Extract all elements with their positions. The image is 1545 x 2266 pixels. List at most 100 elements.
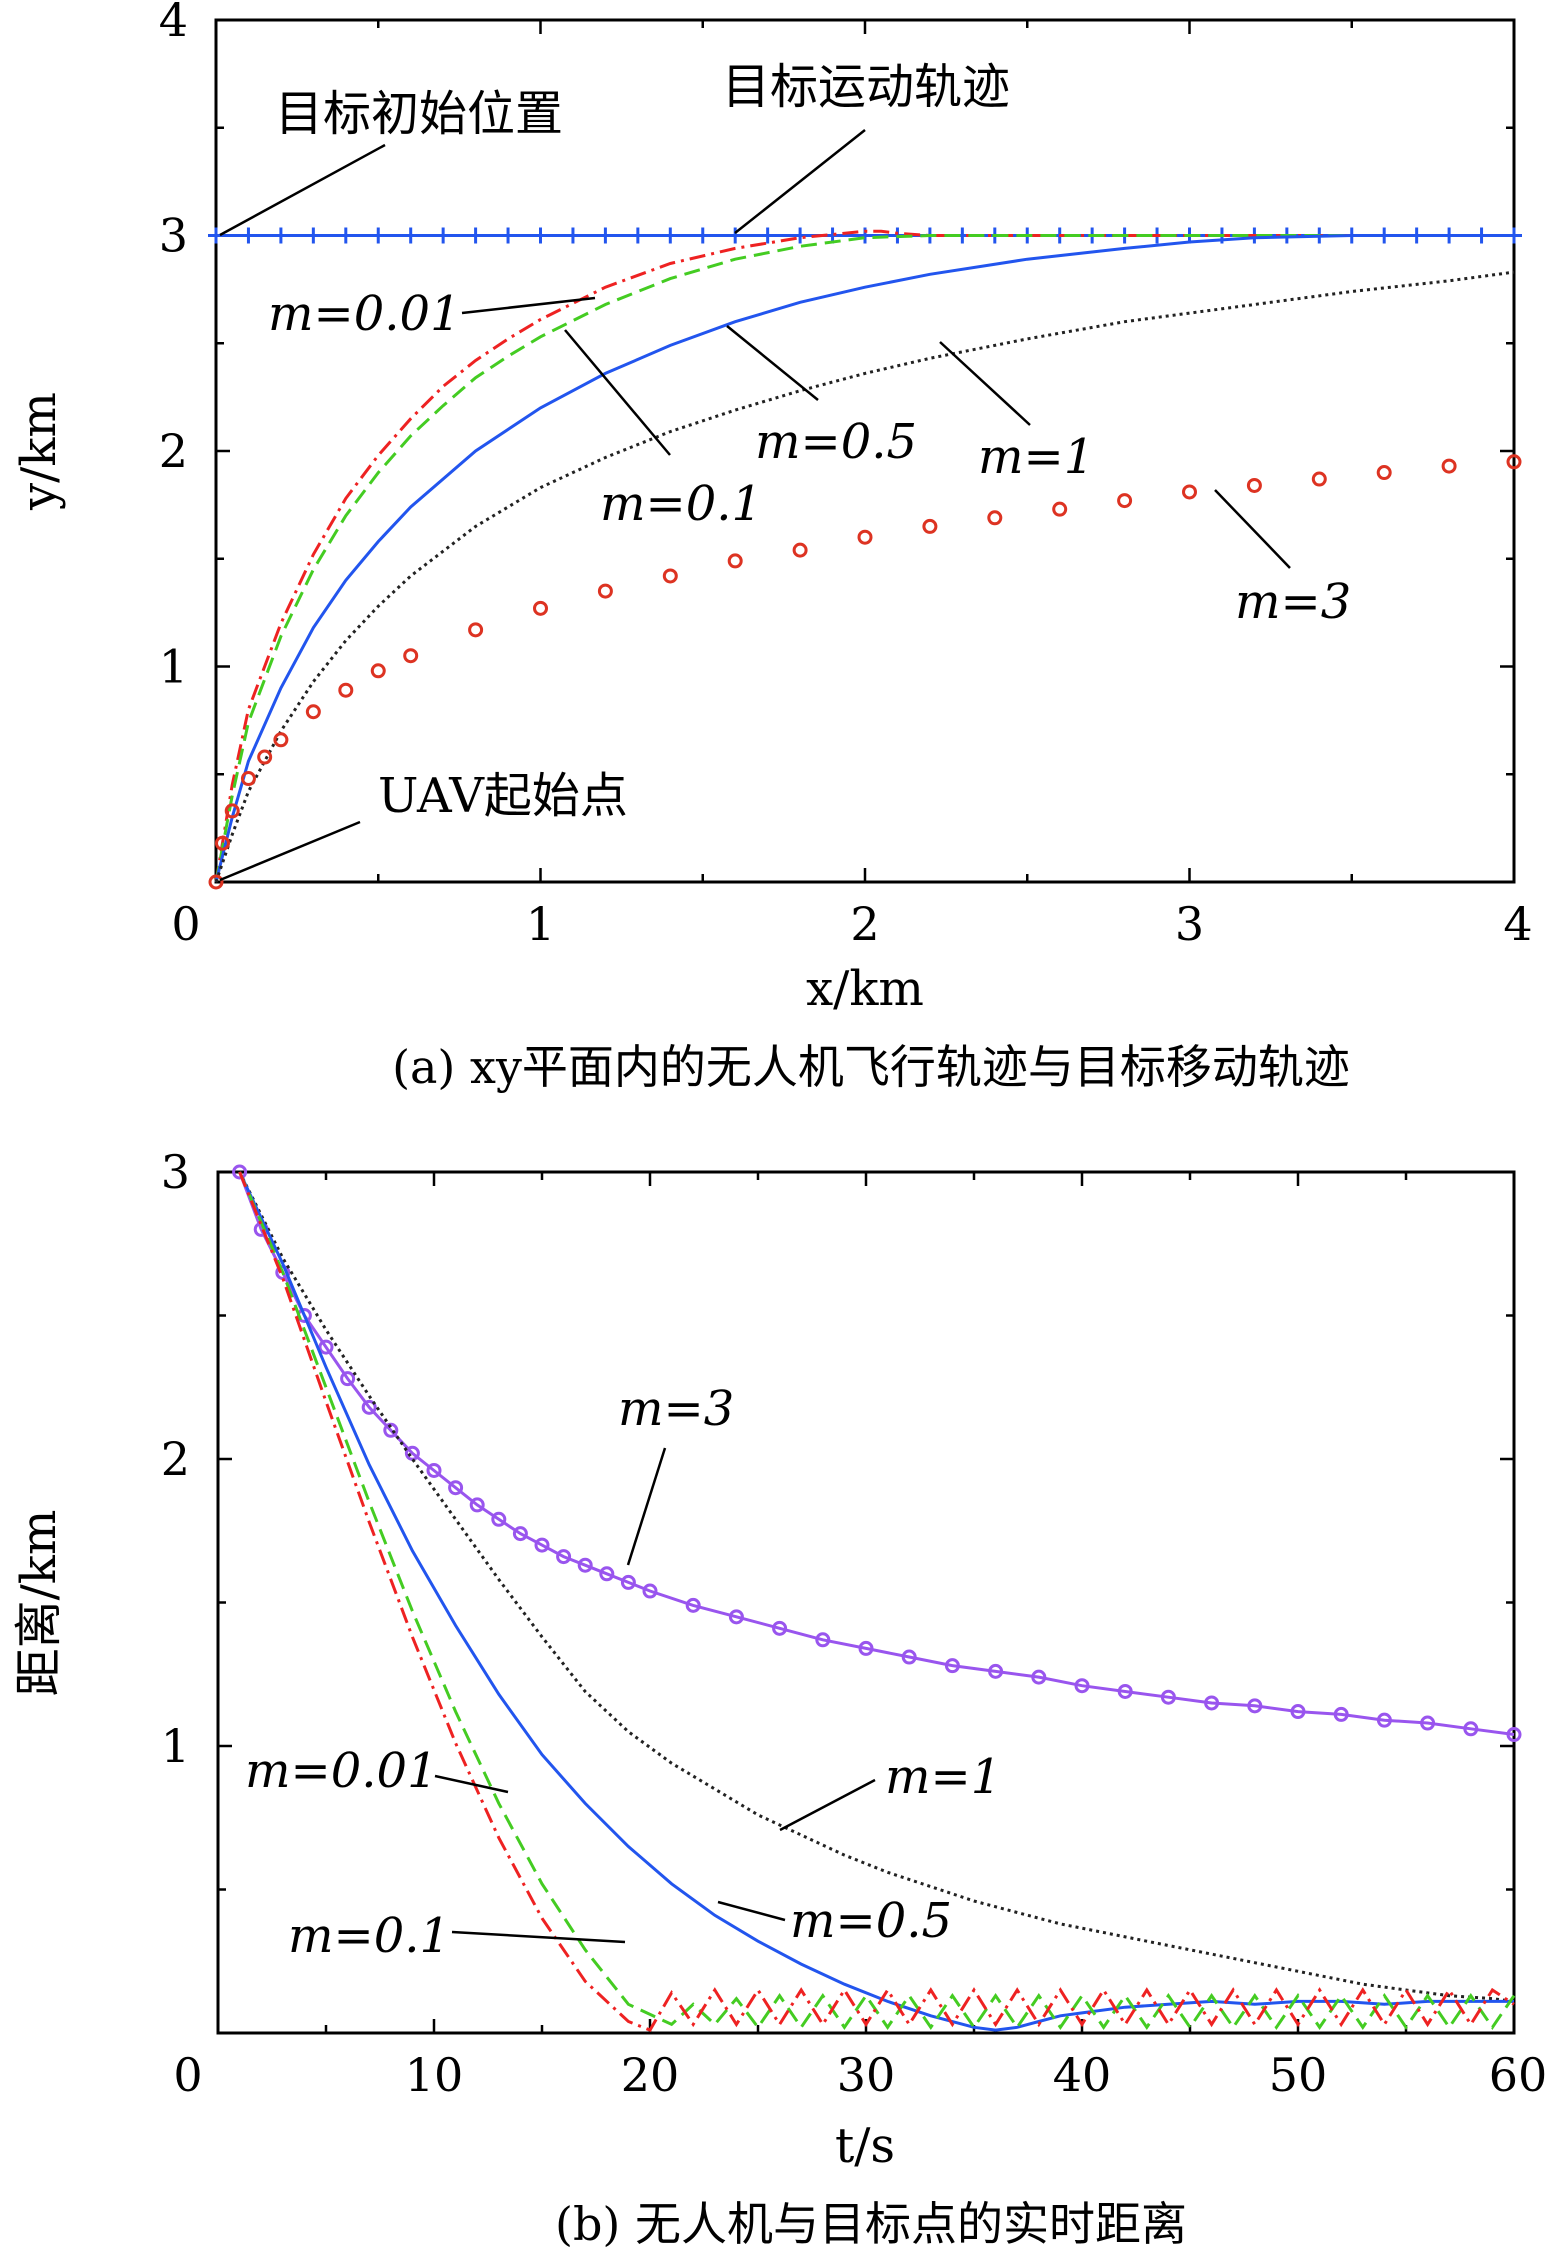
- leader-target-start: [219, 143, 386, 237]
- panel-a-series-line-m-0-5: [214, 234, 1514, 883]
- panel-b-series-line-m-1: [238, 1171, 1515, 2003]
- panel-b-point-m-3: [944, 1658, 960, 1674]
- panel-b-point-m-3: [815, 1632, 831, 1648]
- panel-a-x-tick-label: 1: [526, 897, 555, 951]
- panel-a-point-m-3: [240, 771, 256, 787]
- panel-a-point-m-3: [1506, 454, 1522, 470]
- leader-m1-a: [939, 341, 1031, 426]
- panel-a-series-m-0-1: [214, 234, 1514, 883]
- panel-a-y-tick-label: 3: [159, 209, 188, 263]
- panel-b-point-m-3: [340, 1371, 356, 1387]
- panel-a-point-m-3: [1182, 484, 1197, 500]
- leader-m01-b: [451, 1930, 626, 1944]
- panel-a-point-target-0: [792, 227, 809, 244]
- label-m3-a: m=3: [1235, 574, 1351, 630]
- panel-b-series-line-m-0-1: [238, 1171, 1516, 2030]
- panel-b-point-m-3: [534, 1537, 550, 1553]
- panel-a-point-m-3: [370, 663, 386, 679]
- panel-b-point-m-3: [620, 1574, 636, 1590]
- label-m01-b: m=0.1: [288, 1908, 450, 1964]
- panel-a-point-m-3: [214, 835, 230, 851]
- panel-b-point-m-3: [232, 1164, 248, 1180]
- panel-a-point-m-3: [403, 648, 419, 664]
- panel-b-series-line-m-0-01: [238, 1171, 1515, 2032]
- leader-m001-b: [434, 1774, 509, 1794]
- panel-b-point-m-3: [1463, 1721, 1479, 1737]
- label-target-path: 目标运动轨迹: [722, 59, 1010, 115]
- leader-target-path: [734, 129, 866, 234]
- leader-m001-a: [461, 296, 596, 315]
- panel-a-trajectory-chart: 0 1 2 3 4 1 2 3 4 x/km y/km 目标初始位置 目标运动轨迹 m=0.01…: [11, 0, 1533, 1094]
- panel-b-point-m-3: [988, 1663, 1004, 1679]
- panel-a-series-line-m-1: [214, 270, 1515, 883]
- panel-b-x-tick-label: 60: [1489, 2048, 1545, 2102]
- panel-a-y-tick-label: 2: [159, 424, 188, 478]
- panel-a-point-target-0: [629, 227, 646, 244]
- panel-a-point-m-3: [208, 874, 224, 890]
- panel-b-point-m-3: [858, 1640, 874, 1656]
- panel-a-series-m-1: [214, 270, 1515, 883]
- panel-b-point-m-3: [772, 1620, 788, 1636]
- panel-b-point-m-3: [599, 1566, 615, 1582]
- panel-a-x-tick-label: 4: [1503, 897, 1532, 951]
- panel-a-point-m-3: [1052, 501, 1068, 517]
- panel-b-point-m-3: [448, 1480, 464, 1496]
- panel-a-point-target-0: [240, 227, 257, 244]
- panel-a-caption: (a) xy平面内的无人机飞行轨迹与目标移动轨迹: [392, 1040, 1350, 1094]
- panel-b-point-m-3: [1247, 1698, 1263, 1714]
- panel-b-series-line-m-3: [238, 1171, 1515, 1736]
- label-m01-a: m=0.1: [600, 476, 762, 532]
- panel-a-point-m-3: [1117, 493, 1133, 509]
- panel-b-x-tick-label: 20: [621, 2048, 680, 2102]
- panel-b-series-m-0-01: [238, 1171, 1515, 2032]
- panel-b-point-m-3: [1074, 1678, 1090, 1694]
- panel-a-point-m-3: [224, 803, 240, 819]
- panel-a-point-m-3: [727, 553, 743, 569]
- panel-b-point-m-3: [1376, 1712, 1392, 1728]
- panel-b-ticks: 0 10 20 30 40 50 60 1 2 3: [161, 1145, 1545, 2102]
- panel-b-point-m-3: [426, 1462, 442, 1478]
- panel-a-x-tick-label: 3: [1175, 897, 1204, 951]
- panel-a-point-target-0: [727, 227, 744, 244]
- panel-a-y-tick-label: 4: [159, 0, 188, 47]
- panel-b-point-m-3: [1117, 1683, 1133, 1699]
- label-m05-a: m=0.5: [755, 414, 917, 470]
- panel-b-point-m-3: [1204, 1695, 1220, 1711]
- label-m3-b: m=3: [618, 1381, 734, 1437]
- panel-b-point-m-3: [404, 1445, 420, 1461]
- panel-b-point-m-3: [318, 1339, 334, 1355]
- panel-a-point-target-0: [370, 227, 387, 244]
- panel-b-series: [232, 1164, 1522, 2032]
- leader-m05-b: [717, 1900, 786, 1922]
- panel-a-point-m-3: [792, 542, 808, 558]
- label-m001-b: m=0.01: [245, 1743, 438, 1799]
- panel-a-series-m-0-5: [214, 234, 1514, 883]
- panel-b-y-label: 距离/km: [11, 1510, 67, 1697]
- panel-a-point-target-0: [500, 227, 517, 244]
- label-m001-a: m=0.01: [268, 286, 461, 342]
- panel-a-point-m-3: [597, 583, 613, 599]
- panel-b-point-m-3: [642, 1583, 658, 1599]
- panel-a-point-m-3: [1311, 471, 1327, 487]
- panel-b-series-m-1: [238, 1171, 1515, 2003]
- panel-b-point-m-3: [728, 1609, 744, 1625]
- panel-b-x-tick-label: 10: [405, 2048, 464, 2102]
- leader-m05-a: [726, 325, 819, 401]
- panel-b-point-m-3: [901, 1649, 917, 1665]
- panel-a-point-target-0: [305, 227, 322, 244]
- leader-m1-b: [779, 1778, 876, 1832]
- panel-b-y-tick-label: 3: [161, 1145, 190, 1199]
- panel-a-y-label: y/km: [11, 392, 67, 511]
- panel-b-series-m-0-1: [238, 1171, 1516, 2030]
- panel-a-point-target-0: [597, 227, 614, 244]
- panel-a-ticks: 0 1 2 3 4 1 2 3 4: [159, 0, 1533, 951]
- panel-b-x-tick-label: 0: [173, 2048, 202, 2102]
- label-target-start: 目标初始位置: [275, 86, 563, 142]
- panel-a-point-m-3: [257, 749, 273, 765]
- label-m1-a: m=1: [978, 429, 1094, 485]
- panel-b-point-m-3: [1333, 1706, 1349, 1722]
- panel-a-point-m-3: [922, 518, 938, 534]
- panel-a-series: [208, 227, 1522, 890]
- leader-m01-a: [564, 329, 671, 456]
